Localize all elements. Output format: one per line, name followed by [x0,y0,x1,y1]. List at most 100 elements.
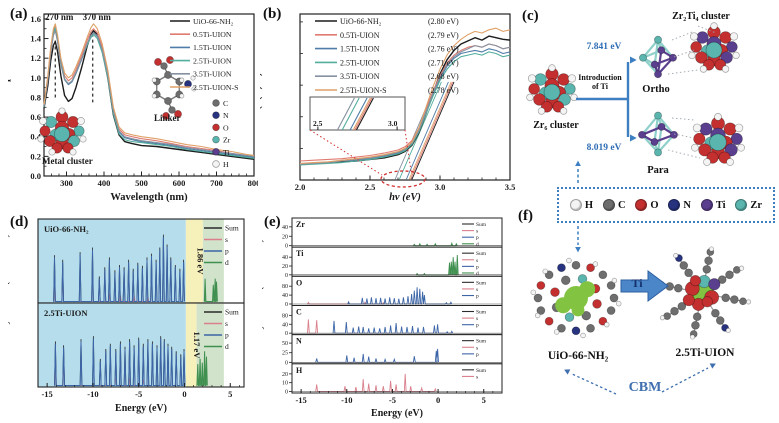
legend-label: p [225,247,229,256]
ortho-label: Ortho [642,84,670,95]
c-atom [711,308,720,318]
ti-atom [708,278,721,291]
h-atom [534,312,541,319]
correspondence-line [671,31,693,41]
o-atom [44,135,56,147]
legend-eg-label: (2.71 eV) [428,58,459,67]
y-tick-label: 20 [282,234,288,240]
element-label: Zr [296,220,305,229]
ti-arrow-label: Ti [631,276,643,290]
element-label: N [296,337,302,346]
atom-legend-label: N [223,111,229,120]
inset-tangent [354,97,373,130]
o-atom [550,287,560,297]
absorption-spectra-chart: 300 400 500 600 700 800 0.0 0.2 0.4 0.6 0.8 1.0 1.2 1… [8,12,258,203]
h-atom [714,113,722,121]
y-tick-label: 40 [282,322,288,328]
correspondence-line [667,149,701,159]
y-tick-label: 80 [282,284,288,290]
legend-label: Sum [476,280,487,286]
ti-atom [670,130,678,139]
atom-legend-label: O [650,199,659,211]
y-tick-label: 0 [285,302,288,308]
c-atom [164,71,172,79]
introduction-of-ti-line1: Introduction [578,73,622,82]
arrowhead [575,247,581,253]
ti-atom [638,130,646,139]
panel-letter-c: (c) [522,8,539,24]
cbm-connector-left [571,373,617,395]
o-atom [533,93,546,106]
tauc-tangent [410,81,454,180]
atom-legend-dot [212,123,220,132]
dos-sample-label: 2.5Ti-UION [44,308,88,318]
y-tick-label: 0.2 [30,151,41,161]
legend-label: s [225,319,228,328]
atom-legend-dot [212,160,220,168]
octa-edge [657,57,674,75]
h-atom [746,299,752,305]
o-atom [598,316,608,326]
legend-label: d [225,258,229,267]
legend-label: 3.5Ti-UION [193,70,232,79]
bond [693,307,700,335]
legend-label: p [476,235,479,241]
zr-atom [564,312,575,322]
h-atom [592,261,599,267]
linker-label: Linker [154,113,181,123]
atom-legend-label: Ti [223,148,230,157]
legend-label: Sum [476,339,487,345]
octa-edge [657,114,675,136]
dos-spikes [53,236,185,302]
y-tick-label: 0 [285,331,288,337]
plot-frame [43,13,255,177]
zr-atom [558,93,571,106]
h-atom [527,74,537,83]
h-atom [151,93,157,99]
h-atom [734,123,744,133]
zoom-ellipse [380,170,426,188]
legend-eg-label: (2.76 eV) [428,45,459,54]
arrowhead [630,56,637,64]
zr6-cluster-label: Zr₆ cluster [533,120,579,131]
y-axis-label: Density of States (electrons/eV) [8,234,10,347]
atom-legend-item-zr: Zr [735,199,762,211]
legend-label: Sum [225,308,239,317]
c-atom [560,275,571,286]
o-atom [586,263,595,273]
metal-cluster-inset [37,107,87,156]
dos-spikes [54,338,186,386]
inset-tangent [349,97,368,130]
ti-atom [650,138,659,146]
band-gap-label: 1.17 eV [192,332,202,360]
tauc-series [299,27,511,164]
atom-legend-item-c: C [602,199,626,211]
x-tick-label: 700 [210,178,223,188]
atom-legend-item-h: H [569,199,593,211]
h-atom [729,32,739,41]
h-atom [703,158,711,166]
ortho-zr2ti4-cluster-model [688,22,740,73]
x-tick-label: -5 [135,389,142,399]
element-label: C [296,308,302,317]
legend-label: d [476,242,479,248]
n-atom [557,263,566,273]
atom-legend-item-ti: Ti [700,199,726,211]
panel-letter-d: (d) [10,214,29,230]
atom-legend-item-o: O [635,199,659,211]
linker-molecule-inset [151,56,197,120]
legend-label: Sum [476,222,487,228]
x-tick-label: 0 [182,389,186,399]
y-tick-label: 50 [282,341,288,347]
zr-atom [709,133,727,151]
x-tick-label: -15 [41,389,52,399]
h-atom [611,277,618,284]
conduction-band-region [196,303,224,387]
x-axis-label: Wavelength (nm) [110,192,188,203]
c-atom [684,268,693,278]
legend-label: p [476,294,479,300]
tauc-series [299,51,511,166]
tauc-tangent [405,81,449,180]
zr6-cluster-model [526,64,578,115]
